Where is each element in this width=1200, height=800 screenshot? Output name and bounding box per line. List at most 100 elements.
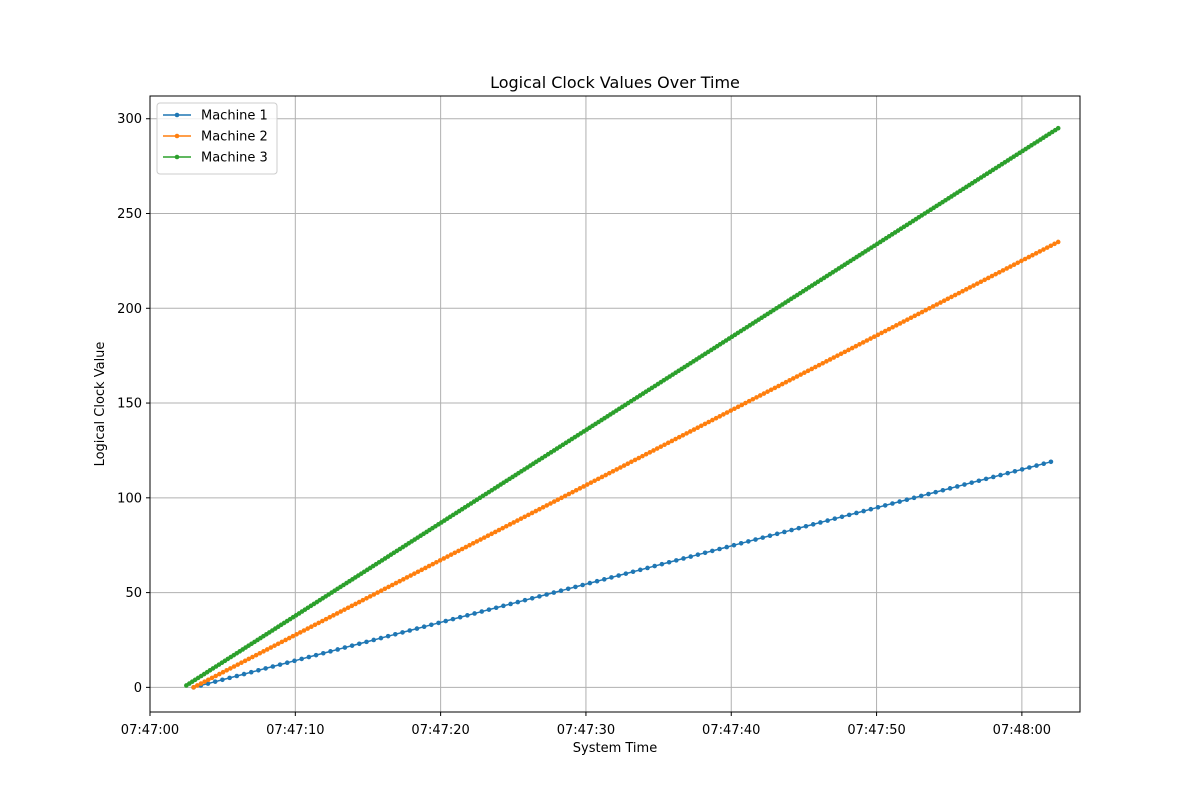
data-point [623, 571, 629, 576]
data-point [908, 315, 914, 321]
data-point [320, 650, 326, 656]
data-point [768, 387, 774, 393]
data-point [629, 459, 634, 465]
data-point [776, 383, 781, 389]
data-point [194, 683, 200, 688]
data-point [526, 512, 531, 518]
data-point [501, 603, 506, 609]
data-point [275, 641, 281, 647]
data-point [809, 366, 814, 372]
data-point [342, 607, 347, 612]
data-point [493, 605, 499, 611]
data-point [652, 563, 657, 569]
data-point [504, 523, 509, 529]
data-point [492, 529, 498, 535]
data-point [710, 417, 715, 423]
data-point [614, 467, 619, 472]
data-point [796, 525, 802, 531]
legend-entry: Machine 2 [163, 130, 268, 145]
data-point [717, 546, 722, 552]
data-point [941, 298, 947, 304]
data-point [248, 669, 254, 675]
data-point [443, 618, 449, 624]
data-point [479, 609, 485, 614]
data-point [1026, 254, 1032, 260]
data-point [256, 668, 261, 673]
data-point [890, 501, 895, 506]
data-point [989, 273, 995, 279]
x-axis: 07:47:00 07:47:10 07:47:20 07:47:30 07:47:40… [121, 712, 1051, 738]
y-axis-label: Logical Clock Value [93, 342, 108, 467]
data-point [386, 584, 391, 590]
data-point [774, 531, 780, 537]
data-point [665, 440, 671, 446]
data-point [1027, 465, 1032, 470]
data-point [316, 620, 321, 626]
data-point [1011, 262, 1017, 267]
data-point [662, 442, 667, 448]
legend-entry: Machine 1 [163, 109, 268, 124]
data-point [969, 480, 974, 485]
data-point [220, 677, 225, 683]
data-point [986, 275, 991, 281]
data-point [327, 614, 333, 620]
data-point [954, 484, 960, 489]
data-point [356, 599, 362, 605]
data-point [584, 482, 590, 487]
data-point [540, 505, 546, 510]
data-point [489, 531, 494, 537]
data-point [680, 432, 686, 438]
data-point [212, 679, 218, 684]
data-point [789, 527, 794, 533]
data-point [732, 406, 737, 412]
y-axis: 0 50 100 150 200 250 300 [117, 112, 150, 696]
data-point [599, 474, 605, 480]
data-point [596, 476, 601, 482]
data-point [533, 508, 539, 514]
data-point [429, 622, 434, 628]
x-tick-label: 07:47:30 [557, 723, 615, 738]
series-1 [191, 459, 1054, 690]
data-point [816, 362, 822, 368]
data-point [235, 662, 241, 667]
data-point [647, 450, 653, 455]
data-point [783, 379, 789, 385]
x-tick-label: 07:47:20 [411, 723, 469, 738]
data-point [224, 668, 230, 673]
data-point [871, 334, 877, 340]
data-point [666, 559, 672, 565]
data-point [835, 353, 840, 358]
data-point [674, 558, 679, 563]
data-point [472, 611, 477, 616]
data-point [890, 324, 895, 330]
data-point [400, 630, 405, 635]
data-point [831, 355, 837, 360]
data-point [426, 563, 432, 569]
data-point [515, 599, 521, 605]
data-point [456, 548, 461, 554]
data-point [559, 495, 564, 501]
data-point [246, 656, 252, 662]
legend-entry: Machine 3 [163, 151, 268, 166]
data-point [919, 309, 925, 315]
data-point [731, 542, 737, 548]
data-point [1048, 459, 1054, 465]
data-point [912, 313, 918, 319]
data-point [294, 631, 299, 637]
data-point [573, 487, 579, 493]
data-point [452, 550, 458, 556]
data-point [1048, 243, 1054, 249]
data-point [457, 614, 463, 620]
data-point [691, 427, 697, 432]
data-point [753, 537, 758, 542]
data-point [838, 351, 844, 357]
data-point [805, 368, 811, 374]
data-point [607, 470, 612, 476]
data-point [393, 580, 399, 586]
data-point [412, 571, 417, 576]
data-point [636, 455, 642, 461]
data-point [757, 393, 763, 398]
data-point [467, 542, 472, 548]
data-point [378, 635, 384, 641]
data-point [886, 326, 892, 332]
